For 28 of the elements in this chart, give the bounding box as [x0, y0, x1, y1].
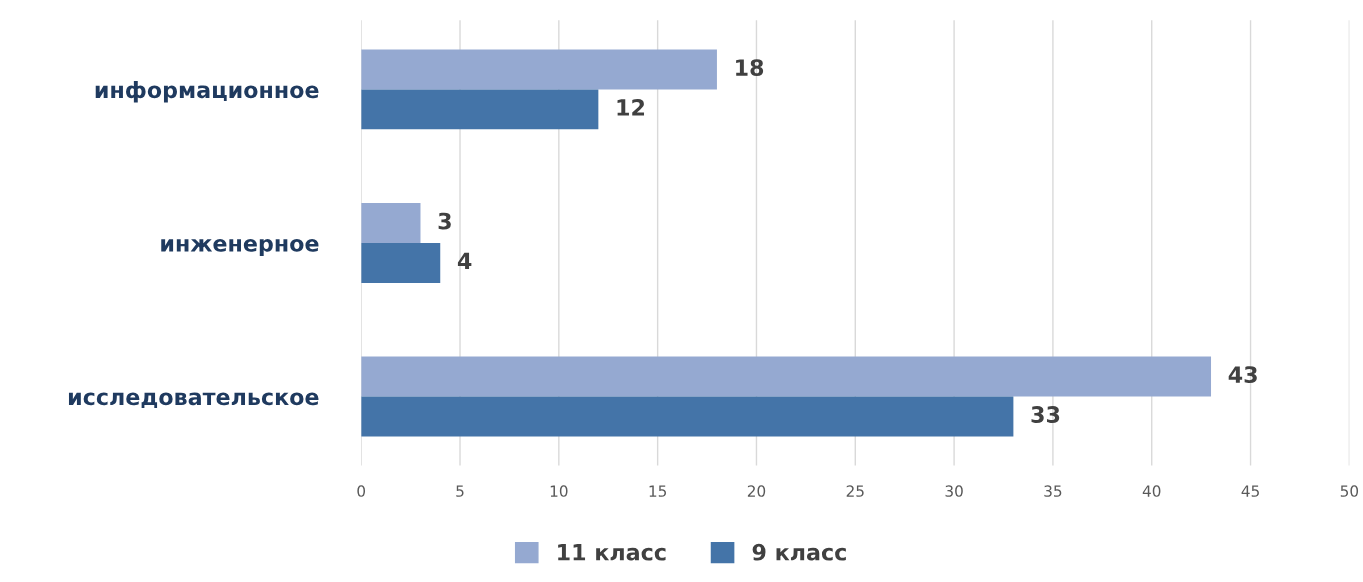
legend-label: 9 класс: [752, 543, 846, 561]
data-label: 18: [736, 59, 764, 76]
data-label: 3: [438, 212, 451, 230]
x-tick-label: 0: [357, 485, 366, 497]
bar: [361, 396, 1014, 437]
bar: [361, 89, 599, 130]
x-tick-label: 10: [550, 485, 568, 497]
x-tick-label: 45: [1241, 485, 1259, 497]
bar: [361, 49, 717, 90]
x-tick-label: 30: [945, 485, 963, 497]
legend-label: 11 класс: [558, 544, 666, 561]
x-tick-label: 25: [846, 485, 864, 497]
bar: [361, 356, 1212, 397]
x-tick-label: 35: [1044, 485, 1062, 497]
y-tick-label: информационное: [95, 81, 319, 103]
data-label: 43: [1228, 366, 1257, 383]
x-tick-label: 20: [747, 485, 766, 497]
data-label: 4: [457, 252, 472, 270]
bar: [361, 203, 421, 243]
y-tick-label: инженерное: [161, 238, 319, 257]
data-label: 12: [617, 99, 645, 116]
data-label: 33: [1031, 406, 1060, 423]
x-tick-label: 5: [456, 485, 464, 497]
x-tick-label: 15: [649, 485, 667, 497]
bar: [361, 242, 441, 283]
y-tick-label: исследовательское: [68, 392, 319, 409]
x-tick-label: 50: [1340, 485, 1359, 497]
x-tick-label: 40: [1142, 485, 1161, 497]
